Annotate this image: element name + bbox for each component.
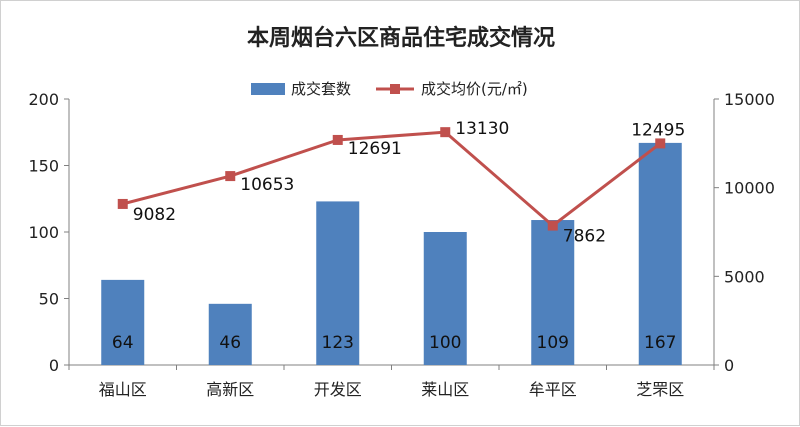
right-tick-label: 0 (724, 356, 734, 375)
legend-line-label: 成交均价(元/㎡) (421, 80, 528, 98)
left-tick-label: 200 (28, 90, 59, 109)
bar-value-label: 123 (322, 333, 354, 353)
bar (531, 220, 575, 365)
bar (423, 232, 467, 365)
bars: 64 46 123 100 109 167 (101, 142, 682, 365)
x-category-label: 开发区 (314, 380, 362, 399)
bar (208, 303, 252, 365)
bar (638, 142, 682, 365)
x-category-label: 福山区 (99, 380, 147, 399)
legend-line-marker (390, 84, 400, 94)
price-point (440, 127, 451, 138)
legend-bar-swatch (251, 83, 285, 95)
price-line: 9082 10653 12691 13130 7862 12495 (117, 119, 685, 247)
legend-bar-label: 成交套数 (291, 80, 351, 98)
left-tick-label: 50 (39, 290, 59, 309)
price-value-label: 13130 (455, 119, 509, 139)
left-tick-label: 150 (28, 157, 59, 176)
price-value-label: 12495 (631, 120, 685, 140)
price-point (547, 220, 558, 231)
bar-value-label: 64 (112, 333, 134, 353)
price-point (655, 138, 666, 149)
price-point (225, 171, 236, 182)
bar (316, 201, 360, 365)
bar-value-label: 109 (537, 333, 569, 353)
right-tick-label: 5000 (724, 267, 765, 286)
right-tick-label: 15000 (724, 90, 775, 109)
left-tick-label: 100 (28, 223, 59, 242)
price-value-label: 9082 (133, 205, 176, 225)
price-value-label: 12691 (348, 139, 402, 159)
bar-value-label: 167 (644, 333, 676, 353)
price-point (117, 198, 128, 209)
price-value-label: 7862 (563, 227, 606, 247)
x-category-label: 芝罘区 (636, 380, 684, 399)
right-tick-label: 10000 (724, 179, 775, 198)
bar (101, 279, 145, 365)
bar-value-label: 46 (219, 333, 241, 353)
price-value-label: 10653 (240, 175, 294, 195)
price-point (332, 134, 343, 145)
x-category-label: 牟平区 (529, 380, 577, 399)
axes: 0 50 100 150 200 0 5000 10000 15000 福山区 高新区 开发区 莱山区 牟… (28, 90, 774, 399)
price-line-path (122, 130, 662, 228)
bar-value-label: 100 (429, 333, 461, 353)
left-tick-label: 0 (49, 356, 59, 375)
x-category-label: 莱山区 (421, 380, 469, 399)
x-category-label: 高新区 (206, 380, 254, 399)
legend: 成交套数 成交均价(元/㎡) (251, 80, 528, 98)
chart-title: 本周烟台六区商品住宅成交情况 (247, 25, 555, 51)
